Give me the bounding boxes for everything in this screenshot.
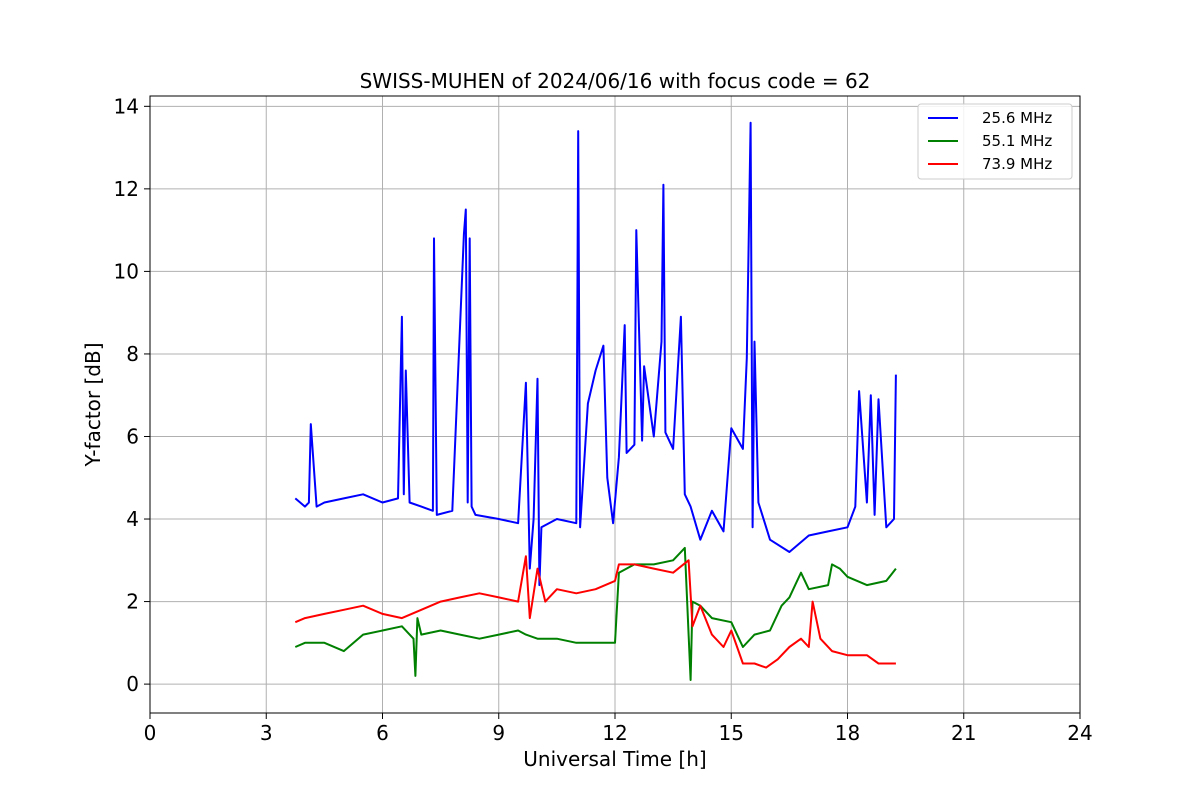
series-layer bbox=[294, 121, 897, 681]
legend-box bbox=[917, 103, 1073, 180]
x-tick-label: 6 bbox=[376, 721, 389, 745]
x-tick-label: 21 bbox=[951, 721, 976, 745]
x-tick-label: 0 bbox=[144, 721, 157, 745]
y-tick-label: 14 bbox=[114, 94, 139, 118]
series-line-25-6-mhz bbox=[294, 121, 897, 587]
x-tick-label: 18 bbox=[835, 721, 860, 745]
y-tick-label: 6 bbox=[126, 424, 139, 448]
y-tick-label: 2 bbox=[126, 590, 139, 614]
x-tick-label: 15 bbox=[719, 721, 744, 745]
series-line-73-9-mhz bbox=[294, 555, 896, 669]
y-tick-label: 4 bbox=[126, 507, 139, 531]
legend: 25.6 MHz 55.1 MHz 73.9 MHz bbox=[917, 103, 1073, 180]
x-tick-label: 3 bbox=[260, 721, 273, 745]
legend-label: 25.6 MHz bbox=[982, 109, 1052, 127]
x-axis-label: Universal Time [h] bbox=[523, 747, 706, 771]
y-tick-label: 10 bbox=[114, 259, 139, 283]
y-tick-label: 0 bbox=[126, 672, 139, 696]
x-tick-label: 9 bbox=[492, 721, 505, 745]
x-tick-label: 12 bbox=[602, 721, 627, 745]
y-tick-label: 8 bbox=[126, 342, 139, 366]
y-tick-label: 12 bbox=[114, 177, 139, 201]
legend-label: 73.9 MHz bbox=[982, 155, 1052, 173]
y-axis-label: Y-factor [dB] bbox=[81, 342, 105, 467]
x-tick-label: 24 bbox=[1067, 721, 1092, 745]
legend-label: 55.1 MHz bbox=[982, 132, 1052, 150]
chart-title: SWISS-MUHEN of 2024/06/16 with focus cod… bbox=[360, 69, 871, 93]
